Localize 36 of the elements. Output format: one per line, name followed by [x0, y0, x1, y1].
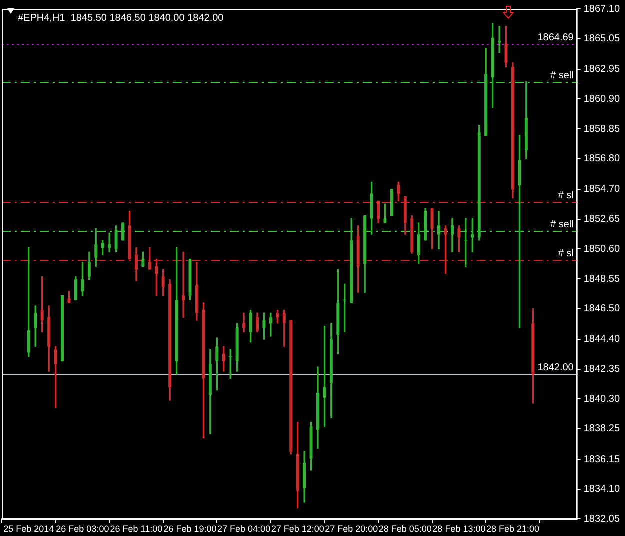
y-tick-label: 1836.15	[584, 454, 620, 466]
x-tick-label: 28 Feb 21:00	[486, 524, 540, 534]
y-tick-label: 1862.95	[584, 64, 620, 76]
y-tick-label: 1844.40	[584, 334, 620, 346]
y-tick-label: 1860.90	[584, 94, 620, 105]
ref-line-label: # sl	[558, 248, 574, 260]
y-tick-label: 1856.80	[584, 154, 620, 165]
ref-line-label: 1842.00	[538, 362, 574, 374]
y-tick-label: 1858.85	[584, 124, 620, 135]
x-tick-label: 26 Feb 11:00	[110, 524, 163, 534]
ref-line-label: # sell	[550, 219, 574, 230]
y-tick-label: 1838.25	[584, 424, 620, 435]
x-tick-label: 26 Feb 03:00	[56, 524, 110, 534]
y-tick-label: 1834.10	[584, 484, 620, 496]
y-tick-label: 1842.35	[584, 364, 620, 376]
x-tick-label: 28 Feb 05:00	[378, 524, 432, 534]
x-tick-label: 26 Feb 19:00	[164, 524, 217, 534]
x-tick-label: 28 Feb 13:00	[432, 524, 486, 534]
y-tick-label: 1840.30	[584, 394, 620, 405]
candlestick	[438, 211, 441, 250]
y-tick-label: 1867.10	[584, 4, 620, 15]
y-tick-label: 1854.70	[584, 184, 620, 196]
ref-line-label: 1864.69	[538, 32, 574, 44]
y-tick-label: 1865.05	[584, 34, 620, 45]
y-tick-label: 1848.55	[584, 274, 620, 285]
x-tick-label: 25 Feb 2014	[4, 524, 54, 534]
y-tick-label: 1850.60	[584, 244, 620, 255]
x-tick-label: 27 Feb 20:00	[325, 524, 378, 534]
ref-line-label: # sell	[550, 70, 574, 82]
y-tick-label: 1832.05	[584, 514, 620, 525]
x-tick-label: 27 Feb 04:00	[218, 524, 271, 534]
y-tick-label: 1846.50	[584, 304, 620, 315]
x-tick-label: 27 Feb 12:00	[271, 524, 324, 534]
ref-line-label: # sl	[558, 190, 574, 202]
y-tick-label: 1852.65	[584, 214, 620, 226]
chart-title: #EPH4,H1 1845.50 1846.50 1840.00 1842.00	[18, 12, 224, 24]
